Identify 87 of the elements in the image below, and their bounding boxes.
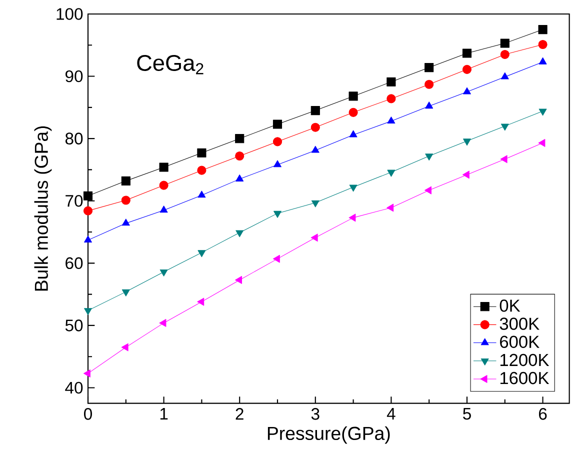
y-tick-label: 50 — [65, 320, 83, 332]
point — [198, 250, 206, 258]
point — [197, 298, 204, 306]
point — [310, 106, 320, 116]
y-tick-label: 90 — [66, 70, 83, 82]
point — [538, 25, 548, 34]
x-tick-label: 6 — [539, 408, 547, 420]
point — [236, 174, 244, 182]
x-tick-label: 5 — [463, 408, 471, 420]
point — [274, 210, 282, 218]
annotation: CeGa$_{2}$ — [137, 54, 204, 74]
y-tick-label: 40 — [65, 382, 83, 394]
point — [160, 269, 168, 276]
y-tick-label: 70 — [66, 194, 83, 207]
y-tick-label: 60 — [66, 257, 83, 270]
point — [425, 102, 434, 109]
point — [424, 186, 432, 194]
point — [387, 116, 396, 124]
x-tick-label: 2 — [236, 408, 244, 420]
point — [462, 170, 470, 179]
y-tick-label: 80 — [65, 132, 83, 144]
point — [463, 138, 471, 146]
point — [348, 214, 356, 222]
x-tick-label: 0 — [84, 408, 92, 420]
point — [235, 134, 244, 144]
y-tick-label: 100 — [56, 8, 83, 20]
point — [425, 154, 434, 161]
x-tick-label: 3 — [311, 408, 320, 420]
legend-label: 1600K — [500, 372, 550, 384]
point — [349, 130, 358, 138]
point — [235, 151, 244, 161]
point — [538, 108, 547, 116]
point — [84, 236, 92, 243]
point — [500, 155, 508, 164]
point — [386, 77, 396, 86]
point — [274, 160, 282, 168]
point — [83, 206, 93, 216]
point — [236, 230, 244, 238]
point — [538, 40, 548, 50]
point — [197, 166, 206, 175]
point — [463, 87, 471, 94]
point — [160, 206, 168, 213]
point — [83, 191, 93, 200]
legend-label: 1200K — [500, 354, 550, 366]
point — [386, 94, 396, 104]
point — [272, 254, 280, 263]
point — [310, 234, 318, 242]
point — [198, 190, 206, 198]
point — [159, 162, 168, 172]
point — [235, 276, 242, 284]
point — [311, 146, 320, 153]
point — [121, 196, 130, 205]
point — [538, 57, 547, 64]
point — [272, 120, 282, 129]
point — [462, 48, 472, 58]
legend-label: 0K — [500, 300, 520, 312]
point — [159, 318, 166, 327]
point — [349, 184, 358, 192]
point — [348, 92, 358, 101]
x-tick-label: 4 — [386, 408, 396, 420]
legend-label: 600K — [500, 336, 540, 348]
x-tick-label: 1 — [160, 408, 168, 420]
point — [83, 369, 90, 378]
point — [348, 108, 358, 117]
legend-label: 300K — [500, 318, 540, 330]
point — [272, 137, 282, 146]
point — [121, 343, 128, 352]
point — [310, 122, 320, 132]
y-axis-title: Bulk modulus (GPa) — [34, 126, 52, 291]
point — [500, 50, 510, 60]
point — [424, 63, 434, 72]
point — [122, 218, 130, 226]
point — [311, 200, 320, 208]
point — [424, 80, 434, 89]
point — [386, 204, 394, 212]
point — [538, 138, 546, 147]
point — [500, 72, 509, 80]
point — [121, 176, 130, 186]
point — [197, 148, 206, 158]
point — [84, 308, 92, 316]
point — [122, 289, 130, 296]
point — [462, 64, 472, 74]
point — [500, 124, 509, 131]
point — [500, 38, 510, 48]
point — [159, 180, 168, 190]
point — [387, 170, 396, 177]
x-axis-title: Pressure(GPa) — [268, 426, 390, 444]
